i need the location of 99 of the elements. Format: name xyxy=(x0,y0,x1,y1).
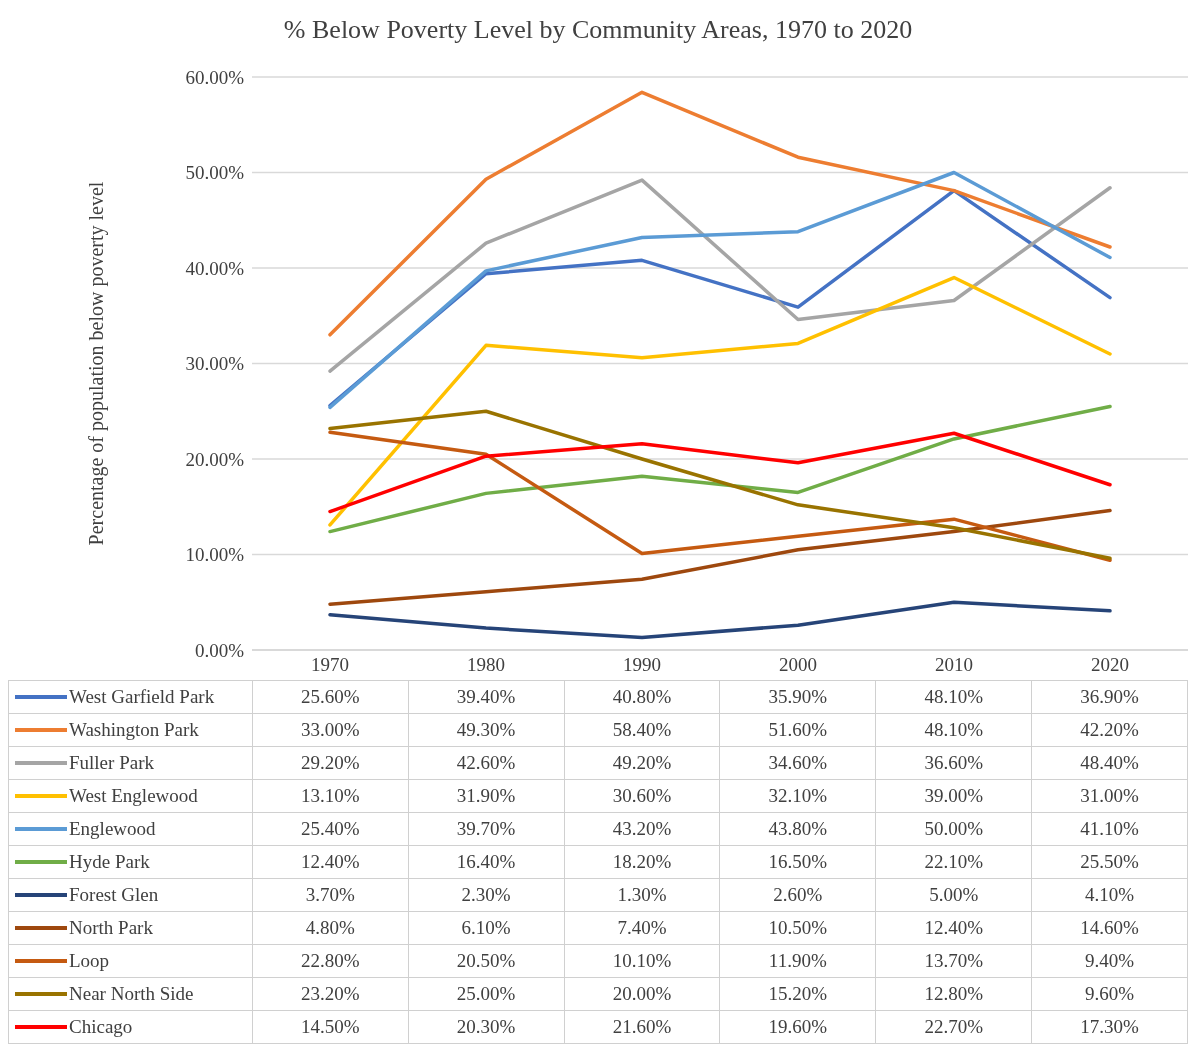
line-series xyxy=(328,178,1112,373)
data-label: 3.70% xyxy=(252,879,409,912)
y-tick-label: 0.00% xyxy=(194,639,245,661)
data-label: 11.90% xyxy=(720,945,877,978)
y-axis-title: Percentage of population below poverty level xyxy=(85,181,109,546)
chart-title: % Below Poverty Level by Community Areas, 1970 to 2020 xyxy=(282,14,914,46)
data-label: 4.80% xyxy=(252,912,409,945)
data-label: 39.40% xyxy=(408,681,565,714)
legend-label: Forest Glen xyxy=(69,884,159,906)
x-tick-label: 1980 xyxy=(467,654,505,676)
data-label: 25.40% xyxy=(252,813,409,846)
data-label: 21.60% xyxy=(564,1011,721,1044)
data-label: 39.70% xyxy=(408,813,565,846)
data-label: 16.50% xyxy=(720,846,877,879)
data-label: 12.40% xyxy=(252,846,409,879)
data-label: 15.20% xyxy=(720,978,877,1011)
y-tick-label: 20.00% xyxy=(185,448,245,470)
data-label: 25.50% xyxy=(1032,846,1188,879)
data-label: 36.90% xyxy=(1032,681,1188,714)
data-label: 22.80% xyxy=(252,945,409,978)
y-tick-label: 50.00% xyxy=(185,162,245,184)
data-label: 4.10% xyxy=(1032,879,1188,912)
x-tick-label: 1970 xyxy=(311,654,349,676)
data-label: 12.40% xyxy=(876,912,1033,945)
data-label: 32.10% xyxy=(720,780,877,813)
data-label: 17.30% xyxy=(1032,1011,1188,1044)
data-label: 43.80% xyxy=(720,813,877,846)
data-label: 40.80% xyxy=(564,681,721,714)
data-label: 9.60% xyxy=(1032,978,1188,1011)
legend-label: Englewood xyxy=(69,818,156,840)
data-label: 20.50% xyxy=(408,945,565,978)
x-tick-label: 2020 xyxy=(1091,654,1129,676)
y-tick-label: 30.00% xyxy=(185,353,245,375)
data-label: 2.60% xyxy=(720,879,877,912)
data-label: 25.00% xyxy=(408,978,565,1011)
legend-label: Near North Side xyxy=(69,983,194,1005)
data-label: 34.60% xyxy=(720,747,877,780)
line-series xyxy=(328,600,1112,640)
x-tick-label: 2000 xyxy=(779,654,817,676)
line-series xyxy=(328,431,1112,514)
data-label: 29.20% xyxy=(252,747,409,780)
x-tick-label: 2010 xyxy=(935,654,973,676)
data-label: 13.10% xyxy=(252,780,409,813)
legend-label: Hyde Park xyxy=(69,851,150,873)
line-series xyxy=(328,508,1112,606)
line-series xyxy=(328,275,1112,527)
data-label: 18.20% xyxy=(564,846,721,879)
data-label: 41.10% xyxy=(1032,813,1188,846)
data-label: 51.60% xyxy=(720,714,877,747)
data-label: 30.60% xyxy=(564,780,721,813)
data-label: 58.40% xyxy=(564,714,721,747)
data-label: 43.20% xyxy=(564,813,721,846)
data-label: 13.70% xyxy=(876,945,1033,978)
data-label: 9.40% xyxy=(1032,945,1188,978)
legend-label: Fuller Park xyxy=(69,752,154,774)
legend-label: North Park xyxy=(69,917,153,939)
data-label: 35.90% xyxy=(720,681,877,714)
line-series xyxy=(328,90,1112,337)
line-series xyxy=(328,404,1112,534)
legend-label: Washington Park xyxy=(69,719,199,741)
data-label: 5.00% xyxy=(876,879,1033,912)
data-label: 50.00% xyxy=(876,813,1033,846)
legend-label: Loop xyxy=(69,950,110,972)
data-label: 49.20% xyxy=(564,747,721,780)
legend-label: Chicago xyxy=(69,1016,133,1038)
data-label: 42.20% xyxy=(1032,714,1188,747)
data-label: 6.10% xyxy=(408,912,565,945)
data-label: 14.60% xyxy=(1032,912,1188,945)
data-label: 10.10% xyxy=(564,945,721,978)
y-tick-label: 60.00% xyxy=(185,66,245,88)
data-label: 25.60% xyxy=(252,681,409,714)
y-tick-label: 10.00% xyxy=(185,544,245,566)
data-label: 14.50% xyxy=(252,1011,409,1044)
data-label: 31.00% xyxy=(1032,780,1188,813)
data-label: 22.70% xyxy=(876,1011,1033,1044)
data-label: 48.10% xyxy=(876,681,1033,714)
data-label: 22.10% xyxy=(876,846,1033,879)
data-label: 10.50% xyxy=(720,912,877,945)
data-label: 2.30% xyxy=(408,879,565,912)
data-label: 1.30% xyxy=(564,879,721,912)
data-label: 7.40% xyxy=(564,912,721,945)
data-label: 33.00% xyxy=(252,714,409,747)
data-label: 23.20% xyxy=(252,978,409,1011)
data-label: 16.40% xyxy=(408,846,565,879)
y-tick-label: 40.00% xyxy=(185,257,245,279)
data-label: 36.60% xyxy=(876,747,1033,780)
data-label: 48.10% xyxy=(876,714,1033,747)
data-label: 20.00% xyxy=(564,978,721,1011)
data-label: 12.80% xyxy=(876,978,1033,1011)
x-tick-label: 1990 xyxy=(623,654,661,676)
data-label: 39.00% xyxy=(876,780,1033,813)
legend-label: West Englewood xyxy=(69,785,198,807)
data-label: 19.60% xyxy=(720,1011,877,1044)
legend-label: West Garfield Park xyxy=(69,686,215,708)
data-label: 31.90% xyxy=(408,780,565,813)
data-label: 48.40% xyxy=(1032,747,1188,780)
data-label: 42.60% xyxy=(408,747,565,780)
data-label: 20.30% xyxy=(408,1011,565,1044)
data-label: 49.30% xyxy=(408,714,565,747)
